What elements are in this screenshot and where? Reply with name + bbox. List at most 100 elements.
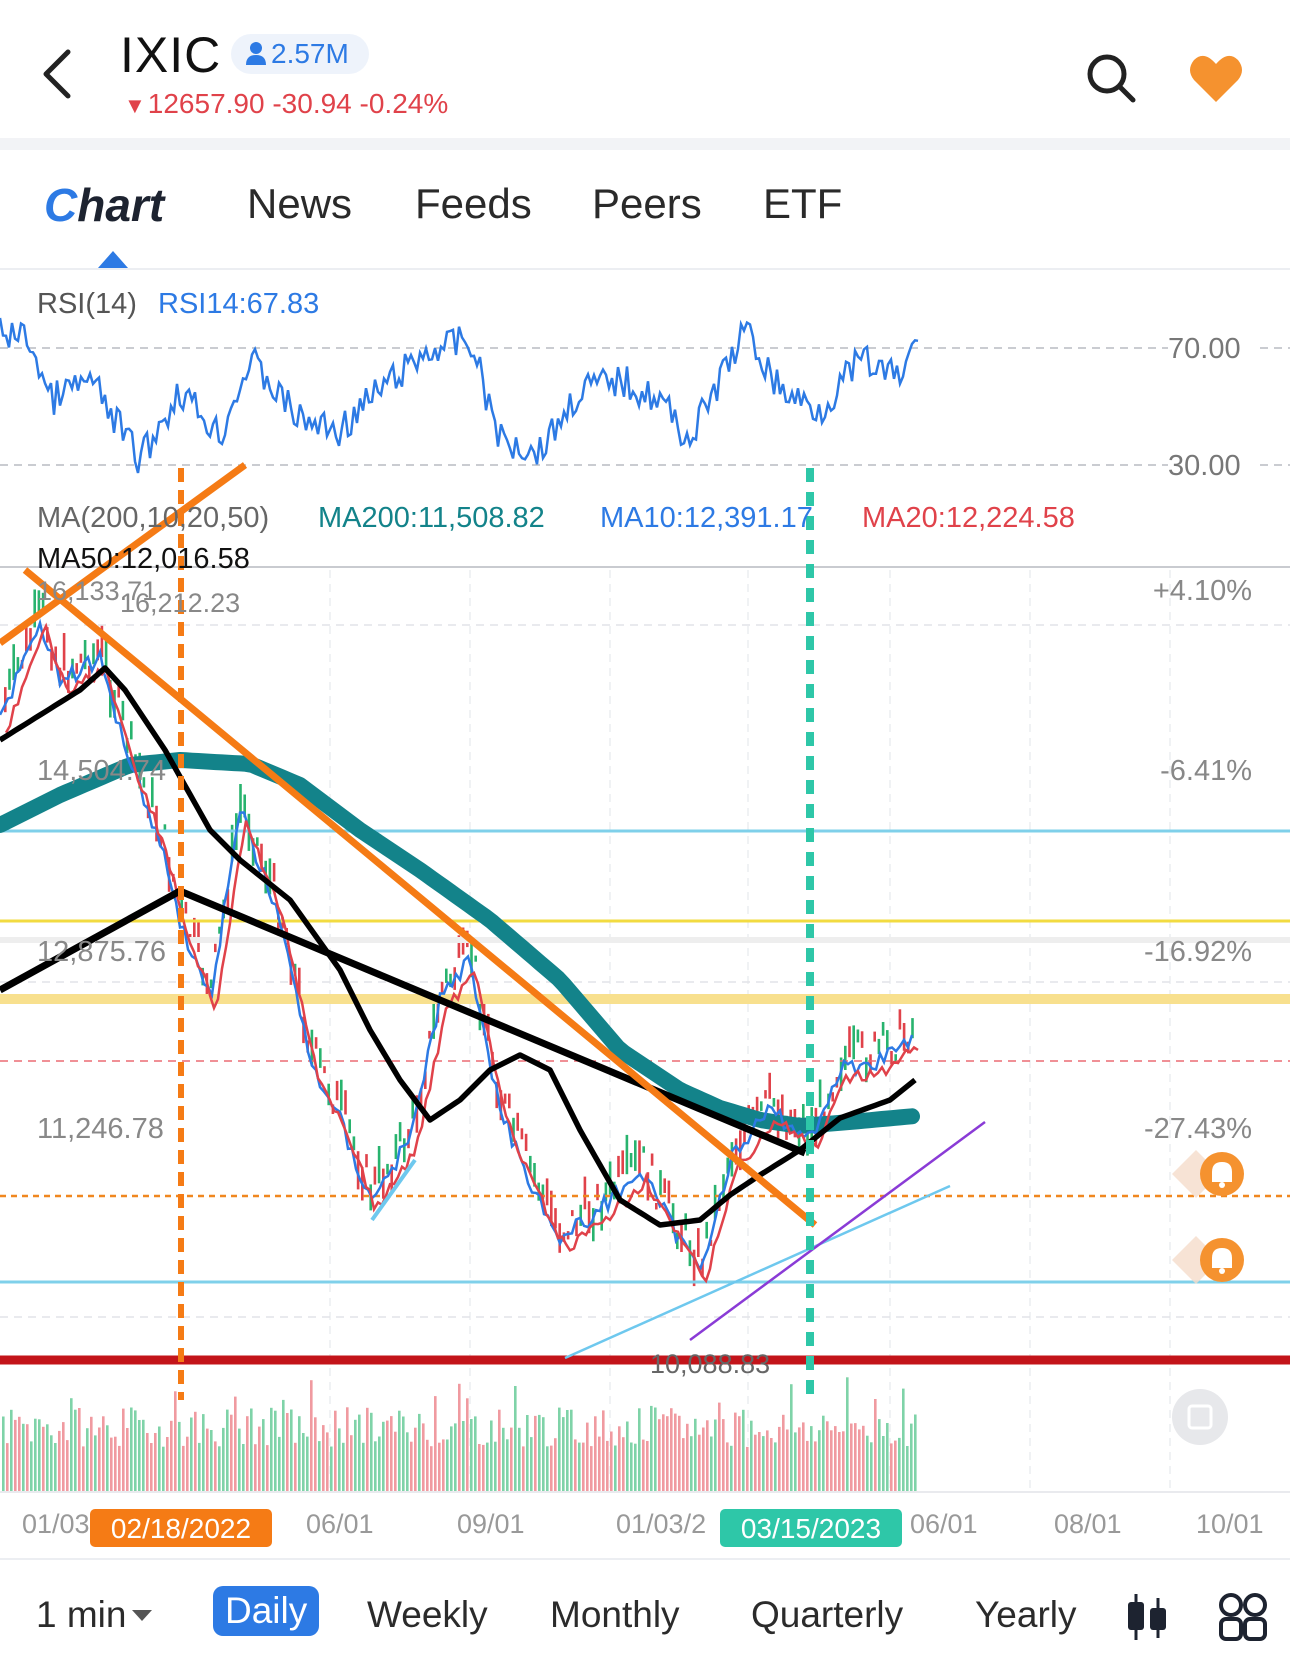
- candle: [319, 1048, 322, 1068]
- volume-bar: [170, 1420, 173, 1492]
- tab-etf[interactable]: ETF: [763, 180, 843, 227]
- volume-bar: [82, 1446, 85, 1492]
- volume-bar: [86, 1428, 89, 1492]
- stock-chart[interactable]: RSI(14) RSI14:67.83 70.00 30.00: [0, 270, 1290, 1558]
- volume-bar: [294, 1442, 297, 1492]
- volume-bar: [414, 1427, 417, 1492]
- volume-bar: [238, 1428, 241, 1492]
- x-axis: 01/03 06/01 09/01 01/03/2 06/01 08/01 10…: [22, 1509, 1264, 1547]
- volume-bar: [358, 1414, 361, 1492]
- candle: [911, 1018, 914, 1039]
- volume-bar: [486, 1442, 489, 1492]
- candle: [12, 644, 15, 681]
- volume-bar: [130, 1407, 133, 1492]
- followers-badge[interactable]: 2.57M: [231, 34, 369, 74]
- volume-bar: [518, 1427, 521, 1492]
- price-quote: ▼12657.90 -30.94 -0.24%: [124, 88, 448, 120]
- ma10-value: MA10:12,391.17: [600, 502, 813, 534]
- volume-bar: [838, 1432, 841, 1492]
- ma50-line: [0, 665, 917, 1228]
- candle: [625, 1134, 629, 1175]
- ticker-symbol: IXIC: [120, 27, 222, 83]
- fullscreen-icon[interactable]: [1172, 1389, 1228, 1445]
- volume-bar: [778, 1426, 781, 1492]
- candle: [440, 981, 444, 994]
- period-daily[interactable]: Daily: [213, 1586, 320, 1636]
- volume-bar: [146, 1433, 149, 1492]
- volume-bar: [902, 1388, 905, 1492]
- period-quarterly[interactable]: Quarterly: [751, 1594, 904, 1635]
- candle: [890, 1051, 893, 1065]
- candle: [701, 1258, 704, 1277]
- heart-icon[interactable]: [1188, 52, 1244, 104]
- volume-bar: [458, 1383, 461, 1492]
- volume-bar: [478, 1444, 481, 1492]
- search-icon[interactable]: [1083, 50, 1139, 106]
- volume-bar: [654, 1407, 657, 1492]
- volume-bar: [438, 1442, 441, 1492]
- pct-label-3: -16.92%: [1144, 936, 1252, 968]
- candle: [722, 1174, 725, 1200]
- rsi-value: RSI14:67.83: [158, 288, 319, 320]
- volume-bar: [690, 1436, 693, 1492]
- candle: [818, 1079, 822, 1108]
- rsi-label: RSI(14): [37, 288, 137, 320]
- volume-bar: [350, 1435, 353, 1492]
- volume-bar: [150, 1443, 153, 1492]
- candle: [394, 1134, 398, 1159]
- volume-bar: [90, 1416, 93, 1492]
- volume-bar: [766, 1430, 769, 1492]
- candle: [470, 938, 473, 978]
- volume-bar: [642, 1439, 645, 1492]
- candle: [474, 955, 477, 962]
- volume-bar: [710, 1436, 713, 1492]
- volume-bar: [362, 1442, 365, 1492]
- price-high-b: 16,212.23: [120, 588, 240, 618]
- alert-bell-icon[interactable]: [1172, 1150, 1244, 1198]
- tab-peers[interactable]: Peers: [592, 180, 702, 227]
- volume-bar: [6, 1443, 9, 1492]
- volume-bar: [426, 1439, 429, 1492]
- candle: [545, 1178, 549, 1206]
- candle: [877, 1038, 881, 1055]
- volume-bar: [114, 1436, 117, 1492]
- candle: [83, 640, 87, 670]
- volume-bar: [418, 1413, 421, 1492]
- ma-label: MA(200,10,20,50): [37, 502, 269, 534]
- candle: [743, 1121, 746, 1143]
- candle: [323, 1066, 326, 1074]
- tab-feeds[interactable]: Feeds: [415, 180, 532, 227]
- volume-bar: [210, 1430, 213, 1492]
- volume-bar: [286, 1413, 289, 1492]
- back-arrow-icon[interactable]: [38, 48, 78, 100]
- volume-bar: [310, 1380, 313, 1492]
- grid-icon[interactable]: [1216, 1590, 1270, 1644]
- volume-bar: [782, 1414, 785, 1492]
- candle: [554, 1208, 557, 1229]
- volume-bar: [158, 1426, 161, 1492]
- volume-bar: [610, 1431, 613, 1492]
- candle: [541, 1184, 545, 1199]
- candle: [713, 1184, 717, 1220]
- volume-bar: [62, 1422, 65, 1492]
- volume-bar: [454, 1423, 457, 1492]
- period-yearly[interactable]: Yearly: [975, 1594, 1077, 1635]
- x-label-3: 09/01: [457, 1509, 525, 1539]
- volume-bar: [482, 1444, 485, 1492]
- candle: [163, 824, 167, 831]
- volume-bar: [14, 1419, 17, 1492]
- alert-bell-icon[interactable]: [1172, 1236, 1244, 1284]
- period-1min[interactable]: 1 min: [36, 1594, 153, 1636]
- tab-news[interactable]: News: [247, 180, 353, 227]
- candle: [894, 1054, 897, 1063]
- tab-chart[interactable]: Chart: [44, 179, 165, 231]
- volume-bar: [678, 1415, 681, 1492]
- candlestick-icon[interactable]: [1120, 1590, 1174, 1644]
- person-icon: [246, 42, 266, 65]
- candle: [432, 999, 435, 1039]
- period-monthly[interactable]: Monthly: [550, 1594, 680, 1635]
- volume-bar: [798, 1427, 801, 1492]
- volume-bar: [498, 1409, 501, 1492]
- period-weekly[interactable]: Weekly: [367, 1594, 488, 1635]
- candle: [92, 643, 95, 665]
